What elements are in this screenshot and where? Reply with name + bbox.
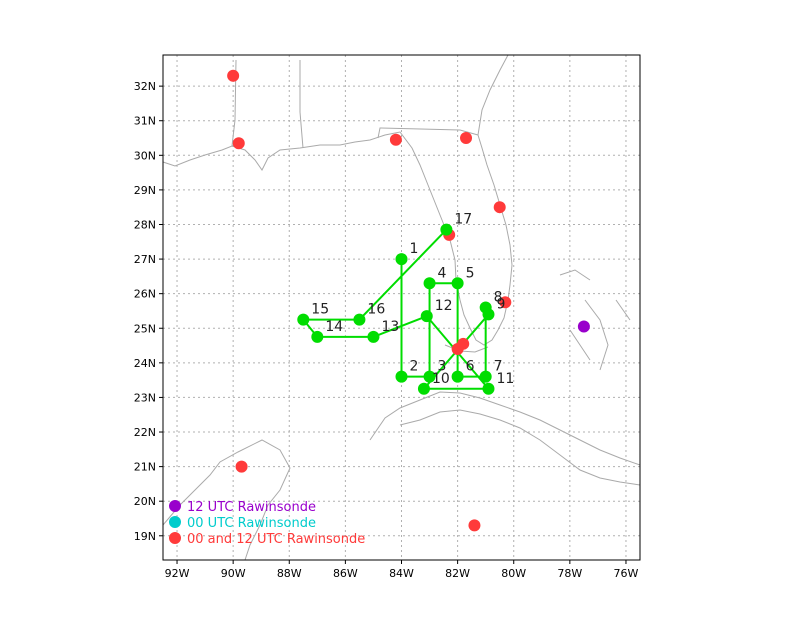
- grid-lines: [163, 55, 640, 560]
- waypoint-label: 14: [325, 319, 343, 335]
- waypoint-marker: [440, 223, 453, 236]
- waypoint-marker: [353, 313, 366, 326]
- legend-label: 00 and 12 UTC Rawinsonde: [187, 532, 365, 547]
- rawinsonde-00-12utc-marker: [493, 201, 506, 214]
- rawinsonde-00-12utc-marker: [499, 296, 512, 309]
- x-tick-label: 82W: [445, 567, 470, 580]
- rawinsonde-00-12utc-marker: [227, 69, 240, 82]
- track-waypoints: [297, 223, 495, 395]
- legend-swatch: [169, 532, 181, 544]
- waypoint-marker: [311, 330, 324, 343]
- y-tick-label: 30N: [134, 149, 156, 162]
- waypoint-label: 16: [367, 302, 385, 318]
- x-tick-label: 86W: [333, 567, 358, 580]
- waypoint-marker: [451, 370, 464, 383]
- waypoint-label: 13: [381, 319, 399, 335]
- waypoint-marker: [482, 308, 495, 321]
- y-tick-label: 22N: [134, 426, 156, 439]
- y-tick-label: 27N: [134, 253, 156, 266]
- waypoint-marker: [479, 370, 492, 383]
- y-tick-label: 19N: [134, 530, 156, 543]
- state-border-al-fl: [299, 60, 304, 149]
- rawinsonde-00-12utc-marker: [460, 132, 473, 145]
- waypoint-marker: [395, 370, 408, 383]
- waypoint-label: 2: [410, 359, 419, 375]
- x-tick-label: 84W: [389, 567, 414, 580]
- x-tick-label: 88W: [277, 567, 302, 580]
- waypoint-label: 1: [410, 241, 419, 257]
- waypoint-label: 17: [454, 212, 472, 228]
- waypoint-label: 3: [438, 359, 447, 375]
- waypoint-marker: [423, 277, 436, 290]
- waypoint-label: 12: [435, 298, 453, 314]
- y-tick-label: 28N: [134, 218, 156, 231]
- waypoint-marker: [451, 277, 464, 290]
- waypoint-label: 15: [311, 302, 329, 318]
- y-tick-label: 23N: [134, 391, 156, 404]
- rawinsonde-12utc-marker: [577, 320, 590, 333]
- waypoint-marker: [482, 382, 495, 395]
- axis-ticks: 92W 90W 88W 86W 84W 82W 80W 78W 76W 19N 20N 21N 22N 2…: [134, 80, 639, 580]
- rawinsonde-00-12utc-marker: [235, 460, 248, 473]
- rawinsonde-00-12utc-marker: [389, 133, 402, 146]
- rawinsonde-00-12utc-marker: [451, 343, 464, 356]
- legend-swatch: [169, 516, 181, 528]
- x-tick-label: 76W: [614, 567, 639, 580]
- x-tick-label: 92W: [165, 567, 190, 580]
- waypoint-label: 7: [494, 359, 503, 375]
- y-tick-label: 32N: [134, 80, 156, 93]
- waypoint-label: 9: [496, 296, 505, 312]
- waypoint-marker: [297, 313, 310, 326]
- x-tick-label: 78W: [557, 567, 582, 580]
- legend-label: 00 UTC Rawinsonde: [187, 516, 316, 531]
- x-tick-label: 90W: [221, 567, 246, 580]
- y-tick-label: 29N: [134, 184, 156, 197]
- gulf-coastline: [162, 131, 513, 346]
- cuba-coastline: [369, 391, 641, 466]
- y-tick-label: 24N: [134, 357, 156, 370]
- rawinsonde-00-12utc-marker: [468, 519, 481, 532]
- y-tick-label: 25N: [134, 322, 156, 335]
- waypoint-label: 11: [496, 371, 514, 387]
- waypoint-marker: [420, 310, 433, 323]
- y-tick-label: 20N: [134, 495, 156, 508]
- waypoint-label: 10: [432, 371, 450, 387]
- waypoint-label: 5: [466, 265, 475, 281]
- y-tick-label: 31N: [134, 115, 156, 128]
- bahamas-islands: [559, 269, 631, 371]
- legend-swatch: [169, 500, 181, 512]
- x-tick-label: 80W: [501, 567, 526, 580]
- waypoint-marker: [367, 330, 380, 343]
- waypoint-marker: [417, 382, 430, 395]
- waypoint-label: 6: [466, 359, 475, 375]
- waypoint-label: 8: [494, 290, 503, 306]
- y-tick-label: 26N: [134, 288, 156, 301]
- atlantic-coastline: [477, 54, 509, 136]
- rawinsonde-00-12utc-marker: [232, 137, 245, 150]
- waypoint-label: 4: [438, 265, 447, 281]
- yucatan-coastline: [162, 439, 291, 561]
- waypoint-marker: [423, 370, 436, 383]
- y-tick-label: 21N: [134, 461, 156, 474]
- legend-label: 12 UTC Rawinsonde: [187, 500, 316, 515]
- state-border-fl-ga: [377, 127, 479, 139]
- cuba-south-coast: [399, 409, 641, 486]
- waypoint-marker: [395, 253, 408, 266]
